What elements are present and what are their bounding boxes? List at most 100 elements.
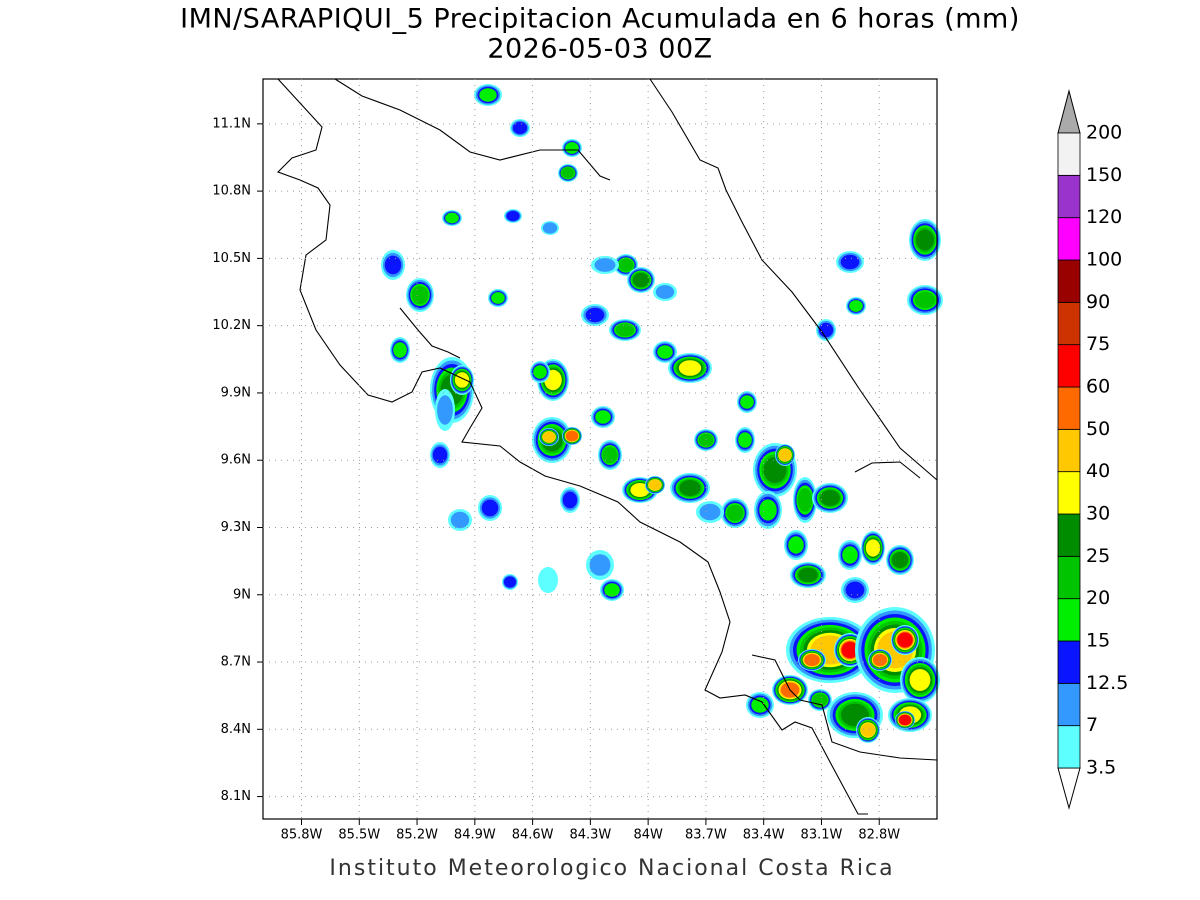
- colorbar-over: [1057, 89, 1081, 134]
- y-tick-label: 9N: [233, 587, 251, 602]
- colorbar-label: 60: [1086, 376, 1110, 398]
- rain-area: [542, 431, 556, 443]
- border: [399, 307, 461, 359]
- rain-area: [860, 723, 876, 737]
- rain-area: [565, 430, 579, 442]
- rain-area: [562, 491, 578, 509]
- rain-area: [533, 365, 547, 379]
- rain-area: [594, 258, 616, 272]
- rain-area: [506, 210, 520, 222]
- rain-area: [432, 446, 448, 464]
- rain-area: [759, 499, 777, 521]
- rain-area: [798, 567, 818, 583]
- coastlines: [277, 78, 938, 815]
- rain-area: [914, 291, 936, 309]
- colorbar-label: 12.5: [1086, 672, 1128, 694]
- colorbar-label: 20: [1086, 587, 1110, 609]
- colorbar-bin: [1057, 301, 1081, 346]
- rain-area: [565, 142, 579, 154]
- rain-area: [778, 448, 792, 462]
- rain-area: [454, 372, 470, 388]
- x-tick-label: 83.1W: [801, 828, 843, 843]
- colorbar-label: 40: [1086, 460, 1110, 482]
- footer: Instituto Meteorologico Nacional Costa R…: [329, 856, 894, 881]
- x-tick-label: 84.3W: [569, 828, 611, 843]
- rain-area: [632, 272, 650, 288]
- subtitle: 2026-05-03 00Z: [487, 34, 712, 65]
- rain-area: [699, 503, 721, 521]
- x-tick-label: 85.5W: [338, 828, 380, 843]
- x-tick-label: 84.6W: [512, 828, 554, 843]
- colorbar-bin: [1057, 259, 1081, 303]
- rain-area: [841, 641, 859, 659]
- x-tick-label: 83.4W: [743, 828, 785, 843]
- colorbar-label: 100: [1086, 249, 1122, 271]
- rain-area: [512, 121, 528, 135]
- title: IMN/SARAPIQUI_5 Precipitacion Acumulada …: [180, 4, 1020, 35]
- colorbar-bin: [1057, 174, 1081, 219]
- rain-area: [679, 480, 701, 496]
- rain-area: [897, 632, 913, 648]
- colorbar-label: 25: [1086, 545, 1110, 567]
- colorbar-label: 90: [1086, 291, 1110, 313]
- coastline: [277, 78, 868, 815]
- rain-area: [872, 653, 888, 667]
- y-tick-label: 10.8N: [212, 184, 251, 199]
- colorbar-bin: [1057, 725, 1081, 769]
- colorbar-label: 7: [1086, 714, 1098, 736]
- rain-area: [820, 490, 840, 506]
- rain-area: [657, 345, 673, 359]
- colorbar-label: 30: [1086, 503, 1110, 525]
- rain-area: [479, 88, 497, 102]
- colorbar-bin: [1057, 217, 1081, 261]
- rain-area: [384, 255, 402, 275]
- panama-border: [751, 461, 938, 761]
- colorbar-bin: [1057, 598, 1081, 642]
- y-tick-label: 8.4N: [221, 722, 251, 737]
- colorbar-label: 75: [1086, 333, 1110, 355]
- rain-area: [393, 342, 407, 358]
- precipitation-field: [381, 84, 943, 743]
- rain-area: [437, 395, 453, 425]
- rain-area: [804, 653, 820, 667]
- colorbar-bin: [1057, 428, 1081, 473]
- colorbar-bin: [1057, 682, 1081, 727]
- y-tick-label: 9.9N: [221, 385, 251, 400]
- colorbar-bin: [1057, 471, 1081, 515]
- rain-area: [842, 546, 858, 564]
- y-tick-label: 8.1N: [221, 789, 251, 804]
- rain-area: [891, 552, 909, 568]
- x-tick-label: 84.9W: [454, 828, 496, 843]
- colorbar-bin: [1057, 344, 1081, 388]
- rain-area: [751, 697, 769, 713]
- lake-shore: [334, 78, 611, 181]
- rain-area: [618, 258, 634, 272]
- colorbar-label: 15: [1086, 630, 1110, 652]
- rain-area: [585, 307, 605, 323]
- rain-area: [678, 360, 702, 376]
- colorbar-label: 50: [1086, 418, 1110, 440]
- rain-area: [849, 300, 863, 312]
- rain-area: [898, 714, 912, 726]
- rain-area: [738, 432, 752, 448]
- rain-area: [909, 669, 931, 691]
- rain-area: [648, 479, 662, 491]
- rain-area: [538, 567, 558, 593]
- rain-area: [845, 581, 865, 599]
- colorbar-under: [1057, 767, 1081, 810]
- rain-area: [561, 167, 575, 179]
- rain-area: [655, 285, 675, 299]
- caribbean-coast: [649, 78, 938, 481]
- rain-area: [630, 483, 650, 497]
- rain-area: [615, 323, 635, 337]
- rain-area: [595, 410, 611, 424]
- rain-area: [865, 539, 881, 557]
- colorbar-bin: [1057, 555, 1081, 600]
- rain-area: [604, 583, 620, 597]
- y-tick-label: 8.7N: [221, 655, 251, 670]
- y-tick-label: 10.5N: [212, 251, 251, 266]
- rain-area: [503, 576, 517, 588]
- rain-area: [818, 322, 834, 338]
- colorbar-bin: [1057, 132, 1081, 176]
